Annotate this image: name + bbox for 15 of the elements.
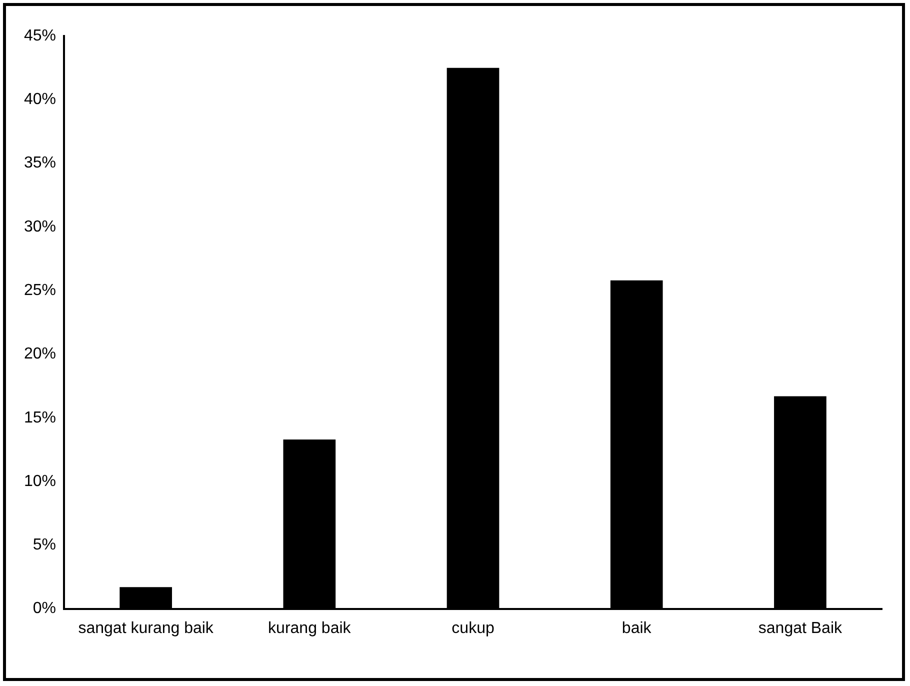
- y-tick-label: 25%: [24, 282, 56, 299]
- y-tick-label: 5%: [32, 536, 56, 554]
- x-tick-label: baik: [622, 620, 652, 637]
- y-tick-label: 35%: [24, 154, 56, 172]
- x-tick-label: sangat kurang baik: [78, 620, 214, 637]
- y-tick-label: 45%: [24, 27, 56, 44]
- x-tick-label: kurang baik: [268, 620, 352, 637]
- y-tick-label: 15%: [24, 409, 56, 426]
- y-tick-label: 40%: [24, 91, 56, 108]
- y-tick-label: 20%: [24, 346, 56, 363]
- y-tick-label: 30%: [24, 218, 56, 236]
- x-tick-label: cukup: [452, 620, 494, 637]
- x-tick-label: sangat Baik: [758, 620, 844, 637]
- y-tick-label: 0%: [32, 600, 56, 618]
- y-tick-label: 10%: [24, 472, 56, 490]
